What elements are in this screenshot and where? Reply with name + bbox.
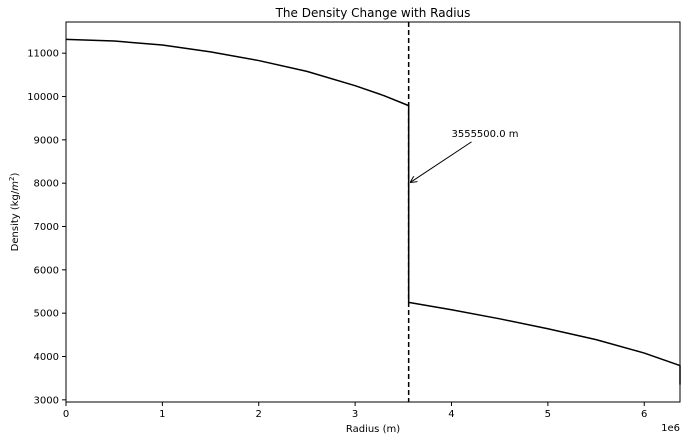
- chart-title: The Density Change with Radius: [275, 6, 471, 20]
- x-axis-label: Radius (m): [346, 424, 400, 435]
- annotation-label: 3555500.0 m: [451, 129, 518, 140]
- density-series-line: [65, 38, 681, 385]
- y-tick-label: 10000: [27, 92, 59, 103]
- axis-ticks: 0 1 2 3 4 5 6 3000 4000 5000 6000 7000 8000 9000 10000…: [27, 49, 647, 420]
- x-tick-label: 6: [641, 409, 647, 420]
- y-tick-label: 11000: [27, 49, 59, 60]
- plot-frame: [65, 21, 681, 403]
- x-tick-label: 1: [159, 409, 165, 420]
- y-tick-label: 8000: [34, 179, 59, 190]
- x-tick-label: 4: [448, 409, 454, 420]
- plot-area: [65, 22, 681, 402]
- y-tick-label: 5000: [34, 309, 59, 320]
- y-axis-label: Density (kg/m2): [8, 173, 21, 252]
- x-tick-label: 2: [256, 409, 262, 420]
- y-tick-label: 3000: [34, 395, 59, 406]
- x-tick-label: 5: [545, 409, 551, 420]
- y-axis-label-close: ): [10, 173, 21, 177]
- y-axis-label-exp: 2: [8, 177, 16, 181]
- y-axis-label-main: Density (kg/: [10, 190, 21, 251]
- y-tick-label: 9000: [34, 135, 59, 146]
- y-tick-label: 4000: [34, 352, 59, 363]
- y-tick-label: 6000: [34, 265, 59, 276]
- y-tick-label: 7000: [34, 222, 59, 233]
- x-tick-label: 3: [352, 409, 358, 420]
- x-tick-label: 0: [63, 409, 69, 420]
- y-axis-label-unit: m: [10, 181, 21, 191]
- x-offset-label: 1e6: [661, 423, 680, 434]
- annotation-arrow: [411, 141, 472, 182]
